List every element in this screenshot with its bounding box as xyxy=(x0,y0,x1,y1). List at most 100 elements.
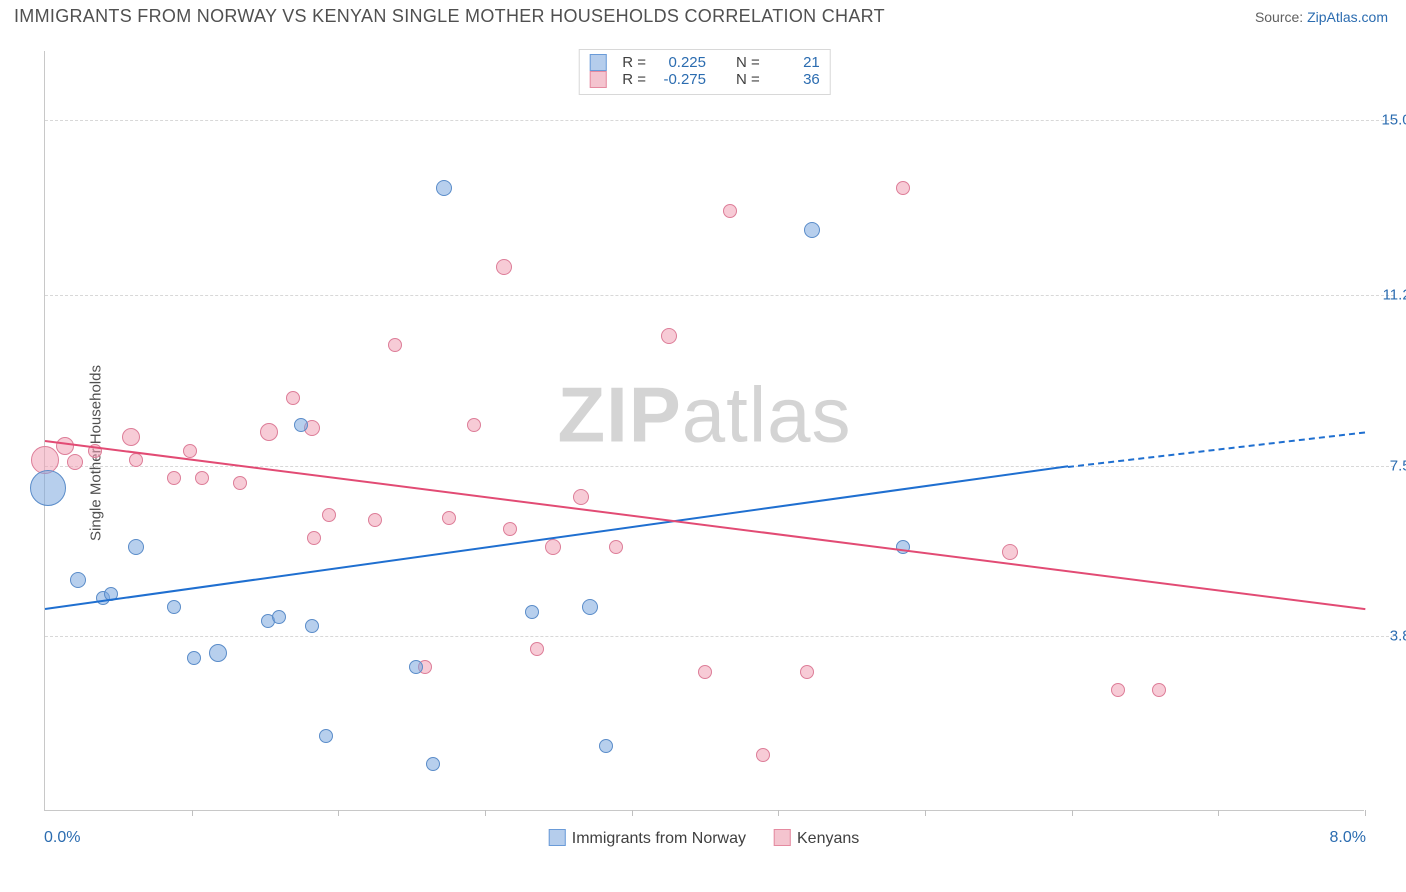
data-point-blue xyxy=(319,729,333,743)
chart-source: Source: ZipAtlas.com xyxy=(1255,9,1388,25)
data-point-blue xyxy=(525,605,539,619)
data-point-pink xyxy=(698,665,712,679)
legend-label: Kenyans xyxy=(797,830,859,847)
data-point-blue xyxy=(436,180,452,196)
data-point-pink xyxy=(260,423,278,441)
data-point-blue xyxy=(305,619,319,633)
data-point-pink xyxy=(388,338,402,352)
legend-label: Immigrants from Norway xyxy=(572,830,746,847)
data-point-blue xyxy=(209,644,227,662)
data-point-pink xyxy=(1002,544,1018,560)
data-point-pink xyxy=(183,444,197,458)
data-point-pink xyxy=(496,259,512,275)
data-point-pink xyxy=(122,428,140,446)
data-point-blue xyxy=(426,757,440,771)
data-point-blue xyxy=(272,610,286,624)
chart-header: IMMIGRANTS FROM NORWAY VS KENYAN SINGLE … xyxy=(0,0,1406,33)
data-point-pink xyxy=(530,642,544,656)
data-point-pink xyxy=(723,204,737,218)
r-label: R = xyxy=(622,54,646,71)
legend-item: Kenyans xyxy=(774,829,859,848)
trend-line xyxy=(45,466,1068,611)
data-point-blue xyxy=(804,222,820,238)
data-point-pink xyxy=(368,513,382,527)
legend-item: Immigrants from Norway xyxy=(549,829,746,848)
gridline xyxy=(45,295,1394,296)
chart-area: Single Mother Households ZIPatlas R = 0.… xyxy=(0,33,1406,873)
n-value: 21 xyxy=(770,54,820,71)
legend-swatch-blue xyxy=(549,829,566,846)
data-point-blue xyxy=(409,660,423,674)
correlation-legend-row: R = -0.275 N = 36 xyxy=(589,71,820,88)
y-tick-label: 3.8% xyxy=(1390,627,1406,644)
x-tick-mark xyxy=(1365,810,1366,816)
data-point-blue xyxy=(294,418,308,432)
x-tick-mark xyxy=(632,810,633,816)
x-max-label: 8.0% xyxy=(1330,829,1366,847)
x-tick-mark xyxy=(1218,810,1219,816)
trend-line xyxy=(1068,431,1365,468)
y-tick-label: 7.5% xyxy=(1390,457,1406,474)
data-point-blue xyxy=(30,470,66,506)
correlation-legend: R = 0.225 N = 21 R = -0.275 N = 36 xyxy=(578,49,831,95)
data-point-pink xyxy=(661,328,677,344)
watermark: ZIPatlas xyxy=(557,370,851,461)
data-point-pink xyxy=(195,471,209,485)
data-point-pink xyxy=(896,181,910,195)
y-tick-label: 11.2% xyxy=(1383,287,1406,304)
data-point-blue xyxy=(187,651,201,665)
data-point-pink xyxy=(307,531,321,545)
x-tick-mark xyxy=(925,810,926,816)
legend-swatch-pink xyxy=(774,829,791,846)
legend-swatch-blue xyxy=(589,54,606,71)
data-point-pink xyxy=(1152,683,1166,697)
data-point-blue xyxy=(599,739,613,753)
data-point-blue xyxy=(70,572,86,588)
data-point-pink xyxy=(1111,683,1125,697)
x-axis: 0.0% Immigrants from Norway Kenyans 8.0% xyxy=(44,829,1364,857)
chart-title: IMMIGRANTS FROM NORWAY VS KENYAN SINGLE … xyxy=(14,6,885,27)
gridline xyxy=(45,120,1394,121)
source-prefix: Source: xyxy=(1255,9,1307,25)
x-tick-mark xyxy=(338,810,339,816)
watermark-bold: ZIP xyxy=(557,371,681,459)
data-point-pink xyxy=(545,539,561,555)
plot-area: ZIPatlas R = 0.225 N = 21 R = -0.275 N =… xyxy=(44,51,1364,811)
x-min-label: 0.0% xyxy=(44,829,80,847)
data-point-pink xyxy=(167,471,181,485)
n-label: N = xyxy=(736,71,760,88)
n-value: 36 xyxy=(770,71,820,88)
data-point-pink xyxy=(800,665,814,679)
legend-swatch-pink xyxy=(589,71,606,88)
data-point-blue xyxy=(582,599,598,615)
data-point-pink xyxy=(67,454,83,470)
source-link[interactable]: ZipAtlas.com xyxy=(1307,9,1388,25)
y-tick-label: 15.0% xyxy=(1381,112,1406,129)
r-value: 0.225 xyxy=(656,54,706,71)
data-point-pink xyxy=(442,511,456,525)
data-point-pink xyxy=(286,391,300,405)
data-point-blue xyxy=(167,600,181,614)
correlation-legend-row: R = 0.225 N = 21 xyxy=(589,54,820,71)
r-label: R = xyxy=(622,71,646,88)
data-point-pink xyxy=(129,453,143,467)
r-value: -0.275 xyxy=(656,71,706,88)
x-tick-mark xyxy=(192,810,193,816)
data-point-blue xyxy=(896,540,910,554)
x-tick-mark xyxy=(1072,810,1073,816)
data-point-pink xyxy=(756,748,770,762)
data-point-blue xyxy=(128,539,144,555)
data-point-pink xyxy=(503,522,517,536)
data-point-pink xyxy=(233,476,247,490)
data-point-pink xyxy=(56,437,74,455)
data-point-pink xyxy=(322,508,336,522)
watermark-rest: atlas xyxy=(682,371,852,459)
data-point-pink xyxy=(467,418,481,432)
data-point-pink xyxy=(573,489,589,505)
series-legend: Immigrants from Norway Kenyans xyxy=(549,829,860,848)
n-label: N = xyxy=(736,54,760,71)
data-point-pink xyxy=(609,540,623,554)
gridline xyxy=(45,636,1394,637)
x-tick-mark xyxy=(778,810,779,816)
x-tick-mark xyxy=(485,810,486,816)
